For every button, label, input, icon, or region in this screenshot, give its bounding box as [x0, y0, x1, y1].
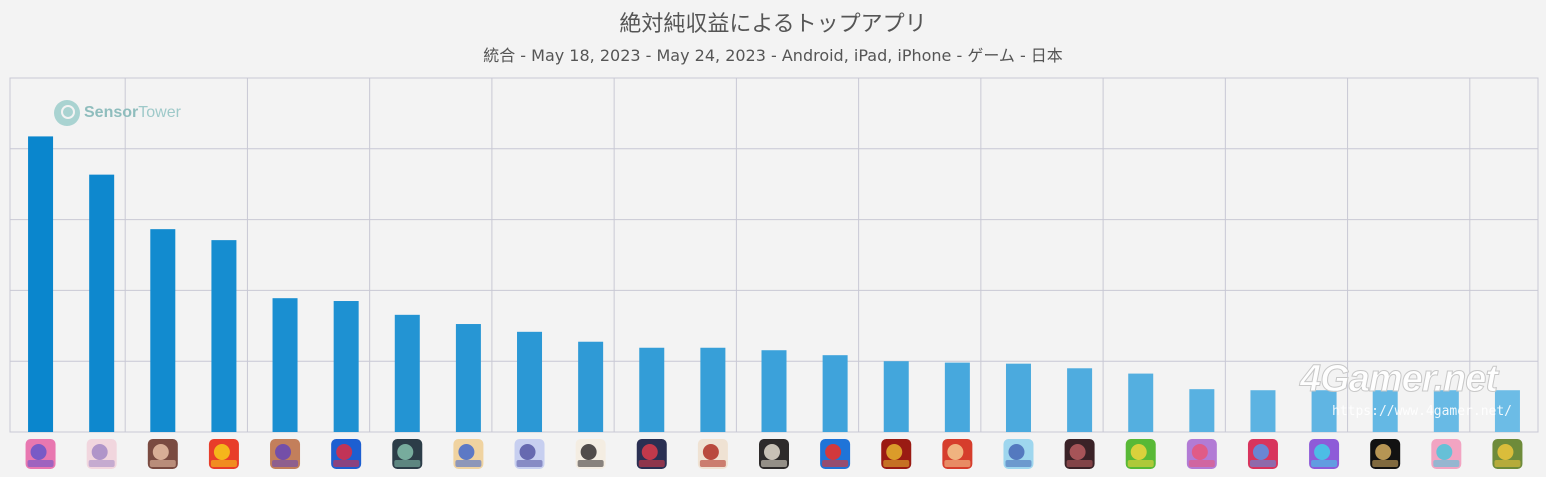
bar — [761, 350, 787, 432]
bar — [700, 347, 726, 432]
bar — [822, 355, 848, 432]
app-icon — [1431, 439, 1462, 469]
bar — [1372, 390, 1398, 432]
app-icon — [1125, 439, 1156, 469]
sensortower-watermark: SensorTower — [54, 98, 181, 128]
bar — [1433, 390, 1459, 432]
4gamer-watermark: 4Gamer.net — [1300, 358, 1499, 401]
app-icon — [453, 439, 484, 469]
bar — [944, 362, 970, 432]
bar — [211, 240, 237, 432]
app-icon — [25, 439, 56, 469]
app-icon — [759, 439, 789, 469]
app-icon — [881, 439, 912, 469]
bar — [1189, 389, 1215, 432]
4gamer-url-watermark: https://www.4gamer.net/ — [1332, 404, 1513, 419]
bar — [150, 229, 176, 432]
app-icon — [1186, 439, 1217, 469]
app-icon — [1309, 439, 1340, 469]
bar — [28, 136, 54, 432]
bar — [1250, 390, 1276, 432]
bar — [272, 298, 298, 432]
chart-subtitle: 統合 - May 18, 2023 - May 24, 2023 - Andro… — [483, 46, 1063, 65]
app-icon — [86, 439, 117, 469]
app-icon — [270, 439, 301, 469]
bar — [1311, 390, 1337, 432]
app-icon — [1247, 439, 1278, 469]
app-icon — [392, 439, 423, 469]
bar — [639, 347, 665, 432]
app-icons — [25, 439, 1523, 469]
app-icon — [820, 439, 851, 469]
sensortower-logo-icon — [54, 100, 80, 126]
bar — [883, 361, 909, 432]
app-icon — [1492, 439, 1523, 469]
app-icon — [331, 439, 362, 469]
bar — [517, 331, 543, 432]
bar — [455, 324, 481, 432]
bar — [333, 301, 359, 432]
app-icon — [942, 439, 973, 469]
app-icon — [575, 439, 606, 469]
app-icon — [1064, 439, 1095, 469]
app-icon — [1003, 439, 1034, 469]
bar — [1494, 390, 1520, 432]
bar — [89, 174, 115, 432]
gridlines — [9, 77, 1539, 433]
bar — [1128, 373, 1154, 432]
app-icon — [636, 439, 667, 469]
bar — [1067, 368, 1093, 432]
app-icon — [697, 439, 728, 469]
app-icon — [208, 439, 239, 469]
bar — [578, 341, 604, 432]
chart-title: 絶対純収益によるトップアプリ — [619, 12, 927, 37]
bars — [28, 136, 1520, 432]
bar — [1005, 363, 1031, 432]
app-icon — [1370, 439, 1401, 469]
bar — [394, 314, 420, 432]
app-icon — [514, 439, 545, 469]
app-icon — [147, 439, 178, 469]
